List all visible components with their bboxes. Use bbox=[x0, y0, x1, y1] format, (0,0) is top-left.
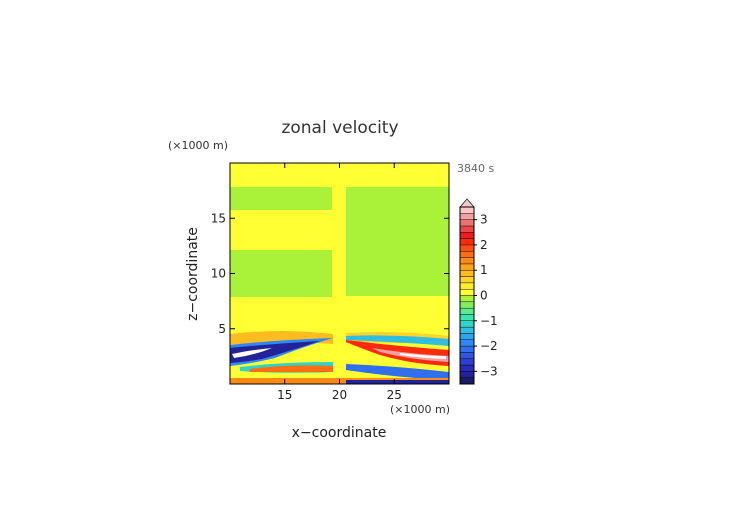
colorbar-swatch bbox=[459, 219, 475, 227]
colorbar-swatch bbox=[459, 270, 475, 277]
colorbar-swatch bbox=[459, 345, 475, 353]
colorbar-swatch bbox=[459, 276, 475, 284]
colorbar-tick-label: −1 bbox=[480, 314, 498, 328]
colorbar-swatch bbox=[459, 371, 475, 378]
bottom-strip-right bbox=[346, 380, 449, 384]
colorbar-swatch bbox=[459, 307, 475, 315]
colorbar-swatch bbox=[459, 326, 475, 334]
colorbar-extend-arrow bbox=[459, 198, 475, 208]
red-band-left-lower bbox=[250, 365, 333, 372]
colorbar-swatch bbox=[459, 257, 475, 265]
plot-area bbox=[230, 163, 449, 384]
colorbar-swatch bbox=[459, 251, 475, 258]
colorbar-tick-label: 2 bbox=[480, 238, 488, 252]
colorbar-swatch bbox=[459, 339, 475, 347]
y-unit-label: (×1000 m) bbox=[168, 139, 228, 152]
colorbar-swatch bbox=[459, 377, 475, 385]
colorbar-swatch bbox=[459, 320, 475, 328]
blue-band-right-lower bbox=[346, 364, 449, 380]
colorbar-swatch bbox=[459, 352, 475, 359]
colorbar: 3 2 1 0 −1 −2 −3 bbox=[459, 198, 498, 385]
colorbar-swatch bbox=[459, 288, 475, 296]
x-axis: 15 20 25 bbox=[277, 163, 402, 402]
colorbar-swatch bbox=[459, 206, 475, 214]
band-lower-right bbox=[342, 296, 449, 330]
colorbar-swatch bbox=[459, 263, 475, 271]
x-tick-label: 20 bbox=[332, 388, 347, 402]
colorbar-swatch bbox=[459, 333, 475, 340]
y-axis-label: z−coordinate bbox=[185, 227, 201, 321]
colorbar-tick-label: −3 bbox=[480, 364, 498, 378]
colorbar-tick-label: −2 bbox=[480, 339, 498, 353]
white-jet-right bbox=[400, 353, 446, 359]
colorbar-swatch bbox=[459, 244, 475, 252]
colorbar-swatch bbox=[459, 295, 475, 303]
time-label: 3840 s bbox=[457, 162, 494, 175]
navy-jet-left bbox=[230, 341, 320, 363]
y-axis: 5 10 15 bbox=[211, 211, 449, 336]
colorbar-swatch bbox=[459, 364, 475, 372]
y-tick-label: 5 bbox=[218, 322, 226, 336]
colorbar-swatch bbox=[459, 301, 475, 309]
x-axis-label: x−coordinate bbox=[292, 425, 387, 441]
colorbar-swatch bbox=[459, 314, 475, 321]
colorbar-tick-label: 0 bbox=[480, 289, 488, 303]
band-mid-left bbox=[230, 210, 340, 250]
y-tick-label: 10 bbox=[211, 267, 226, 281]
band-mid-right bbox=[342, 213, 449, 251]
band-lower-left bbox=[230, 300, 340, 332]
x-unit-label: (×1000 m) bbox=[390, 403, 450, 416]
x-tick-label: 25 bbox=[387, 388, 402, 402]
y-tick-label: 15 bbox=[211, 211, 226, 225]
colorbar-swatch bbox=[459, 225, 475, 233]
center-column bbox=[332, 163, 346, 333]
chart-title: zonal velocity bbox=[281, 118, 398, 138]
x-tick-label: 15 bbox=[277, 388, 292, 402]
colorbar-swatch bbox=[459, 282, 475, 290]
white-jet-core bbox=[232, 348, 272, 358]
colorbar-swatch bbox=[459, 232, 475, 239]
colorbar-swatch bbox=[459, 213, 475, 220]
colorbar-swatch bbox=[459, 238, 475, 246]
colorbar-swatch bbox=[459, 358, 475, 366]
blue-band-right bbox=[346, 335, 449, 346]
colorbar-tick-label: 3 bbox=[480, 213, 488, 227]
colorbar-tick-label: 1 bbox=[480, 263, 488, 277]
